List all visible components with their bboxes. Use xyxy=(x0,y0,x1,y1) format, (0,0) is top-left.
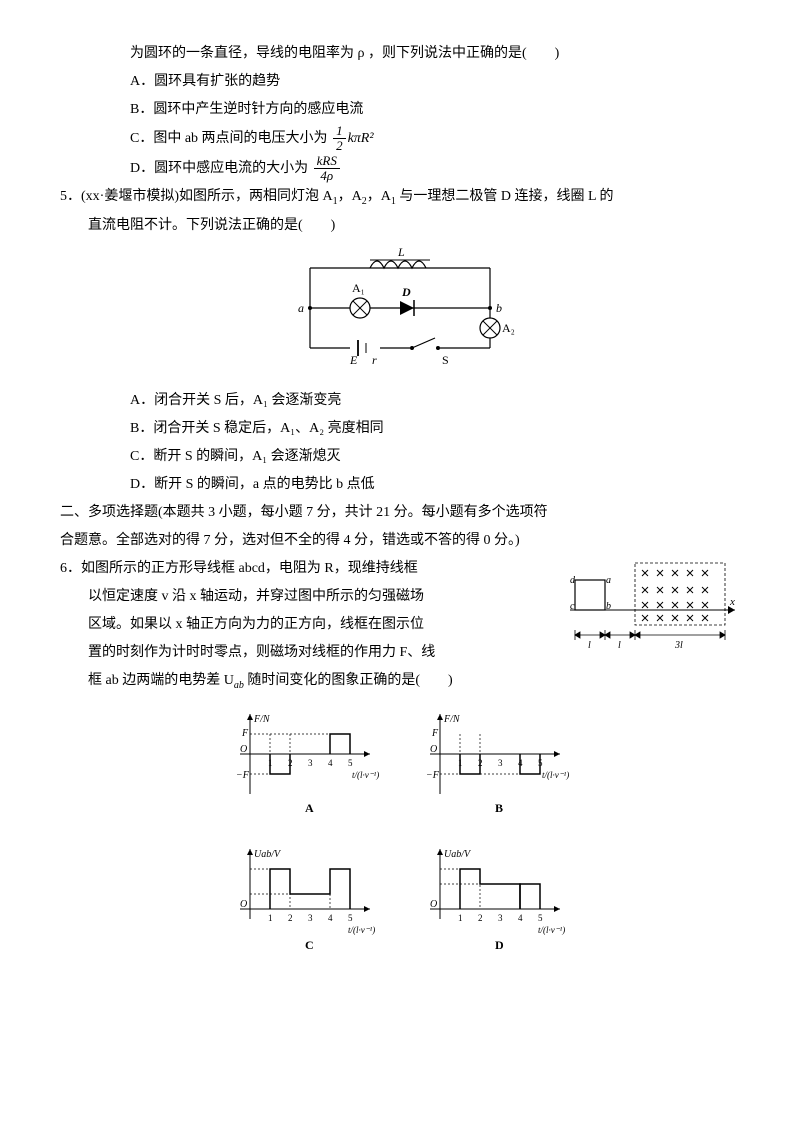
plotA-xlabel: t/(l·v⁻¹) xyxy=(352,770,379,780)
plotA-ylabel: F/N xyxy=(253,714,271,725)
plotC-xlabel: t/(l·v⁻¹) xyxy=(348,925,375,935)
q6-line4: 置的时刻作为计时时零点，则磁场对线框的作用力 F、线 xyxy=(60,639,550,667)
q6-fig-c: c xyxy=(570,601,575,612)
q4-c-den: 2 xyxy=(333,139,346,153)
plotC-O: O xyxy=(240,899,247,910)
q6-block: x d a c b xyxy=(60,555,740,696)
q6-l5-post: 随时间变化的图象正确的是( ) xyxy=(244,673,453,688)
plotC-t5: 5 xyxy=(348,913,353,923)
plotC-label: C xyxy=(305,938,314,952)
plotD-label: D xyxy=(495,938,504,952)
q6-l5-sub: ab xyxy=(234,680,244,691)
plotD-t5: 5 xyxy=(538,913,543,923)
q5-fig-D: D xyxy=(401,285,411,299)
plotC-t1: 1 xyxy=(268,913,273,923)
q5-option-a: A．闭合开关 S 后，A₁ 会逐渐变亮 xyxy=(60,387,740,415)
q5-stem-pre: 5．(xx·姜堰市模拟)如图所示，两相同灯泡 A xyxy=(60,189,333,204)
q5-fig-E: E xyxy=(349,353,358,367)
q5-figure: L A₁ D a b A₂ E r xyxy=(60,248,740,379)
q6-line1: 6．如图所示的正方形导线框 abcd，电阻为 R，现维持线框 xyxy=(60,555,550,583)
q5-fig-A1: A₁ xyxy=(352,281,365,295)
plotD-t4: 4 xyxy=(518,913,523,923)
q4-c-num: 1 xyxy=(333,124,346,139)
q5-fig-b: b xyxy=(496,301,502,315)
plotB-mF: −F xyxy=(426,770,440,781)
q5-option-d: D．断开 S 的瞬间，a 点的电势比 b 点低 xyxy=(60,471,740,499)
q6-plots: F/N F −F O 1 2 3 4 5 t/(l·v⁻¹) xyxy=(60,704,740,975)
section2-line1: 二、多项选择题(本题共 3 小题，每小题 7 分，共计 21 分。每小题有多个选… xyxy=(60,499,740,527)
q4-option-c: C．图中 ab 两点间的电压大小为 1 2 kπR² xyxy=(60,124,740,154)
q6-figure: x d a c b xyxy=(570,555,740,645)
plotA-mF: −F xyxy=(236,770,250,781)
plotA-t5: 5 xyxy=(348,758,353,768)
q5-option-c: C．断开 S 的瞬间，A₁ 会逐渐熄灭 xyxy=(60,443,740,471)
plotD-t1: 1 xyxy=(458,913,463,923)
q4-option-d: D．圆环中感应电流的大小为 kRS 4ρ xyxy=(60,154,740,184)
plotB-F: F xyxy=(431,728,439,739)
q5-fig-L: L xyxy=(397,248,405,259)
q4-option-b: B．圆环中产生逆时针方向的感应电流 xyxy=(60,96,740,124)
q5-fig-A2: A₂ xyxy=(502,321,515,335)
q6-fig-x: x xyxy=(729,596,735,608)
q6-line2: 以恒定速度 v 沿 x 轴运动，并穿过图中所示的匀强磁场 xyxy=(60,583,550,611)
q6-fig-b: b xyxy=(606,601,611,612)
q6-line5: 框 ab 边两端的电势差 Uab 随时间变化的图象正确的是( ) xyxy=(60,667,740,696)
plotA-F: F xyxy=(241,728,249,739)
plotB-t3: 3 xyxy=(498,758,503,768)
q4-c-pre: C．图中 ab 两点间的电压大小为 xyxy=(130,131,328,146)
q5-fig-S: S xyxy=(442,353,449,367)
q5-fig-r: r xyxy=(372,353,377,367)
plotD-O: O xyxy=(430,899,437,910)
plotD-xlabel: t/(l·v⁻¹) xyxy=(538,925,565,935)
plotB-ylabel: F/N xyxy=(443,714,461,725)
q5-stem-line2: 直流电阻不计。下列说法正确的是( ) xyxy=(60,212,740,240)
q5-fig-a: a xyxy=(298,301,304,315)
plotA-O: O xyxy=(240,744,247,755)
q4-d-pre: D．圆环中感应电流的大小为 xyxy=(130,161,308,176)
q6-fig-a: a xyxy=(606,575,611,586)
plotB-O: O xyxy=(430,744,437,755)
q5-stem-mid3: 与一理想二极管 D 连接，线圈 L 的 xyxy=(396,189,614,204)
q5-stem-mid2: ，A xyxy=(367,189,391,204)
q4-stem-tail: 为圆环的一条直径，导线的电阻率为 ρ ，则下列说法中正确的是( ) xyxy=(60,40,740,68)
q5-stem: 5．(xx·姜堰市模拟)如图所示，两相同灯泡 A1，A2，A1 与一理想二极管 … xyxy=(60,183,740,212)
plotA-label: A xyxy=(305,801,314,815)
q6-fig-3l: 3l xyxy=(674,640,683,650)
q4-d-num: kRS xyxy=(314,154,340,169)
q6-fig-l2: l xyxy=(618,640,621,650)
plotD-t2: 2 xyxy=(478,913,483,923)
q4-option-a: A．圆环具有扩张的趋势 xyxy=(60,68,740,96)
q6-l5-pre: 框 ab 边两端的电势差 U xyxy=(88,673,234,688)
q5-stem-mid1: ，A xyxy=(338,189,362,204)
plotB-label: B xyxy=(495,801,503,815)
section2-line2: 合题意。全部选对的得 7 分，选对但不全的得 4 分，错选或不答的得 0 分。) xyxy=(60,527,740,555)
plotB-xlabel: t/(l·v⁻¹) xyxy=(542,770,569,780)
q5-option-b: B．闭合开关 S 稳定后，A₁、A₂ 亮度相同 xyxy=(60,415,740,443)
plotD-t3: 3 xyxy=(498,913,503,923)
plotA-t3: 3 xyxy=(308,758,313,768)
plotD-ylabel: Uab/V xyxy=(444,849,472,860)
plotA-t4: 4 xyxy=(328,758,333,768)
q6-fig-l1: l xyxy=(588,640,591,650)
plotC-t2: 2 xyxy=(288,913,293,923)
q4-c-frac: 1 2 xyxy=(333,124,346,154)
plotC-t4: 4 xyxy=(328,913,333,923)
q4-d-den: 4ρ xyxy=(314,169,340,183)
q4-d-frac: kRS 4ρ xyxy=(314,154,340,184)
plotC-ylabel: Uab/V xyxy=(254,849,282,860)
q4-c-post: kπR² xyxy=(348,131,374,146)
q6-line3: 区域。如果以 x 轴正方向为力的正方向，线框在图示位 xyxy=(60,611,550,639)
plotC-t3: 3 xyxy=(308,913,313,923)
